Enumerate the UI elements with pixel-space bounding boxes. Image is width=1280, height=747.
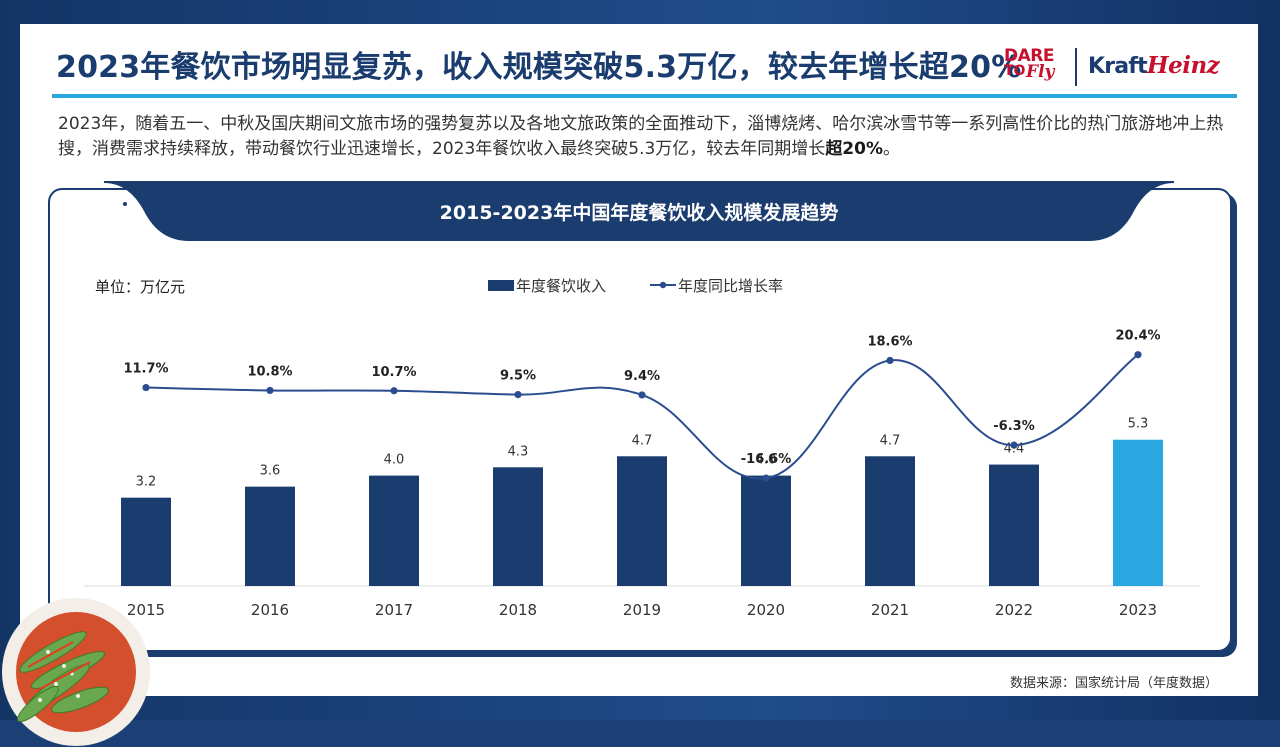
chart-title: 2015-2023年中国年度餐饮收入规模发展趋势 <box>104 198 1174 225</box>
x-tick-label: 2022 <box>995 601 1033 619</box>
growth-rate-label: 9.5% <box>500 369 536 384</box>
x-tick-label: 2019 <box>623 601 661 619</box>
x-tick-label: 2021 <box>871 601 909 619</box>
kraft-heinz-logo: KraftHeinz <box>1088 52 1220 79</box>
legend-line-label: 年度同比增长率 <box>678 277 784 295</box>
chart-card-header: 2015-2023年中国年度餐饮收入规模发展趋势 <box>104 181 1174 241</box>
slide: 2023年餐饮市场明显复苏，收入规模突破5.3万亿，较去年增长超20% DARE… <box>2 24 1258 746</box>
x-tick-label: 2018 <box>499 601 537 619</box>
page-title: 2023年餐饮市场明显复苏，收入规模突破5.3万亿，较去年增长超20% <box>56 50 1022 85</box>
bar-2019 <box>617 456 667 586</box>
growth-rate-line <box>145 353 1139 480</box>
logo-to-text: TO <box>1004 63 1026 79</box>
x-tick-label: 2020 <box>747 601 785 619</box>
description-paragraph: 2023年，随着五一、中秋及国庆期间文旅市场的强势复苏以及各地文旅政策的全面推动… <box>58 112 1238 162</box>
growth-rate-label: 20.4% <box>1115 329 1160 344</box>
x-tick-label: 2017 <box>375 601 413 619</box>
bar-value-label: 3.6 <box>260 464 281 479</box>
growth-rate-label: 18.6% <box>867 334 912 349</box>
okra-dish-image <box>2 598 150 746</box>
bar-2023 <box>1113 439 1163 586</box>
growth-rate-point <box>762 474 770 482</box>
bar-2015 <box>121 497 171 586</box>
x-tick-label: 2016 <box>251 601 289 619</box>
data-source: 数据来源：国家统计局（年度数据） <box>1010 676 1219 691</box>
chart-legend: 年度餐饮收入 年度同比增长率 <box>488 275 783 296</box>
growth-rate-label: 11.7% <box>123 362 168 377</box>
growth-rate-label: 9.4% <box>624 369 660 384</box>
logo-divider <box>1075 48 1077 86</box>
description-emphasis: 超20% <box>825 139 884 159</box>
logo-heinz-text: Heinz <box>1146 52 1220 79</box>
description-end: 。 <box>883 139 901 159</box>
growth-rate-point <box>638 391 646 399</box>
growth-rate-label: -6.3% <box>993 419 1034 434</box>
bar-value-label: 4.3 <box>508 444 529 459</box>
x-tick-label: 2015 <box>127 601 165 619</box>
growth-rate-point <box>514 391 522 399</box>
bar-value-label: 4.0 <box>384 453 405 468</box>
card-header-shape <box>104 181 1174 241</box>
title-underline <box>52 94 1237 98</box>
logo-dare-text: DARE <box>1004 46 1054 66</box>
map-pin-icon <box>105 199 130 222</box>
description-main: 2023年，随着五一、中秋及国庆期间文旅市场的强势复苏以及各地文旅政策的全面推动… <box>58 114 1224 159</box>
bar-value-label: 3.2 <box>136 475 157 490</box>
growth-rate-point <box>1010 441 1018 449</box>
bar-2018 <box>493 467 543 586</box>
bar-2020 <box>741 475 791 586</box>
growth-rate-label: -16.6% <box>741 452 792 467</box>
chart-title-text: 2015-2023年中国年度餐饮收入规模发展趋势 <box>439 202 839 224</box>
growth-rate-label: 10.8% <box>247 364 292 379</box>
bar-value-label: 4.7 <box>880 433 901 448</box>
growth-rate-label: 10.7% <box>371 365 416 380</box>
growth-rate-point <box>266 386 274 395</box>
logo-fly-text: Fly <box>1026 62 1055 82</box>
growth-rate-point <box>886 356 894 365</box>
unit-label: 单位：万亿元 <box>95 278 186 296</box>
bar-2021 <box>865 456 915 586</box>
legend-line-swatch <box>650 279 677 291</box>
bar-value-label: 5.3 <box>1128 417 1149 432</box>
revenue-chart: 3.2 2015 3.6 2016 4.0 2017 4.3 2018 4.7 2019 4.0 20… <box>84 329 1200 619</box>
bar-value-label: 4.7 <box>632 433 653 448</box>
bar-value-label: 4.0 <box>756 453 777 468</box>
bar-2022 <box>989 464 1039 586</box>
dare-to-fly-logo: DARE TO Fly <box>1004 46 1068 92</box>
x-tick-label: 2023 <box>1119 601 1157 619</box>
growth-rate-point <box>142 383 150 392</box>
legend-bar-label: 年度餐饮收入 <box>516 277 607 295</box>
bar-2016 <box>245 486 295 586</box>
bar-2017 <box>369 475 419 586</box>
logo-kraft-text: Kraft <box>1088 54 1148 79</box>
growth-rate-point <box>1134 351 1142 359</box>
growth-rate-point <box>390 387 398 395</box>
legend-bar-swatch <box>488 280 514 291</box>
